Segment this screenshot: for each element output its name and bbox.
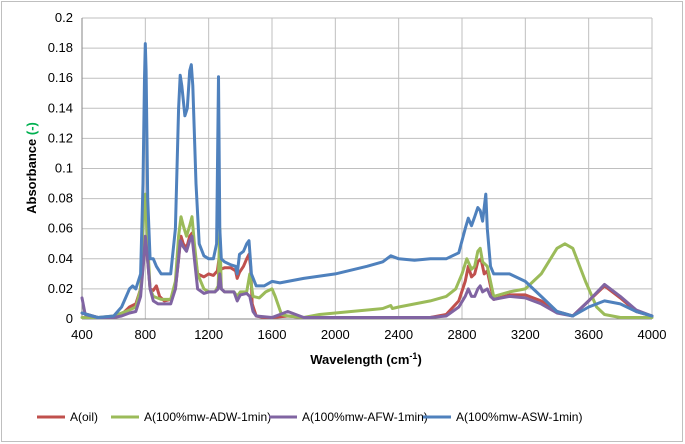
y-tick-label: 0.1 xyxy=(55,161,73,176)
grid xyxy=(81,17,653,320)
y-tick-label: 0.12 xyxy=(48,130,73,145)
series-line-3 xyxy=(80,42,654,319)
legend-label-2: A(100%mw-AFW-1min) xyxy=(302,410,428,424)
y-tick-label: 0.02 xyxy=(48,281,73,296)
x-tick-label: 2800 xyxy=(448,327,477,342)
x-tick-label: 3200 xyxy=(511,327,540,342)
y-tick-label: 0.2 xyxy=(55,10,73,25)
x-tick-label: 1200 xyxy=(194,327,223,342)
x-axis-title: Wavelength (cm-1) xyxy=(310,351,422,367)
y-tick-label: 0.14 xyxy=(48,100,73,115)
series-layer xyxy=(80,42,654,319)
y-tick-label: 0.06 xyxy=(48,221,73,236)
series-line-1 xyxy=(80,192,654,319)
x-tick-label: 800 xyxy=(134,327,156,342)
legend-label-0: A(oil) xyxy=(70,410,98,424)
x-tick-label: 3600 xyxy=(574,327,603,342)
series-line-2 xyxy=(80,234,654,319)
legend-label-3: A(100%mw-ASW-1min) xyxy=(456,410,582,424)
y-tick-label: 0.16 xyxy=(48,70,73,85)
x-tick-label: 2400 xyxy=(384,327,413,342)
y-tick-label: 0.04 xyxy=(48,251,73,266)
y-axis-title: Absorbance (-) xyxy=(24,122,39,214)
y-tick-label: 0.08 xyxy=(48,191,73,206)
x-tick-label: 400 xyxy=(71,327,93,342)
legend: A(oil) A(100%mw-ADW-1min) A(100%mw-AFW-1mi… xyxy=(37,410,582,424)
y-tick-label: 0 xyxy=(66,311,73,326)
x-tick-label: 1600 xyxy=(258,327,287,342)
x-tick-label: 2000 xyxy=(321,327,350,342)
x-tick-label: 4000 xyxy=(638,327,667,342)
y-tick-label: 0.18 xyxy=(48,40,73,55)
tick-labels: 0 0.02 0.04 0.06 0.08 0.1 0.12 0.14 0.16 0.18 0.2 4… xyxy=(48,10,667,342)
legend-label-1: A(100%mw-ADW-1min) xyxy=(144,410,271,424)
